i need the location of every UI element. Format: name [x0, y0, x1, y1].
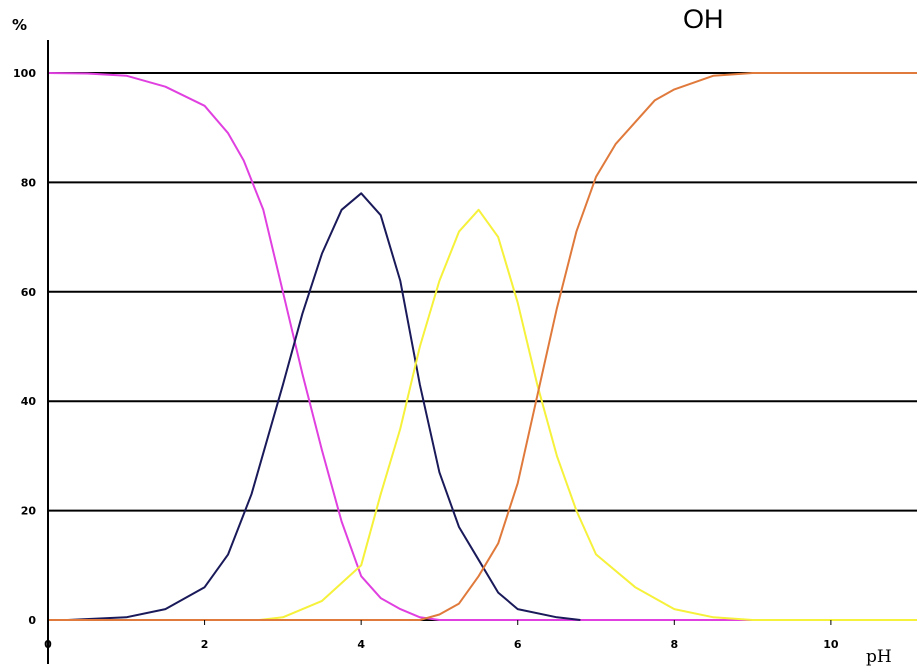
y-tick-label: 20: [21, 505, 37, 518]
y-tick-label: 0: [28, 614, 36, 627]
x-tick-label: 8: [670, 638, 678, 651]
x-axis-label: pH: [866, 647, 892, 667]
series-line-1: [47, 72, 777, 621]
y-axis-label: %: [12, 16, 27, 34]
series-line-4: [48, 72, 917, 621]
x-tick-label: 10: [823, 638, 839, 651]
series-line-2: [67, 192, 581, 621]
y-tick-label: 60: [21, 286, 37, 299]
series-lines: [47, 72, 917, 621]
x-tick-label: 6: [514, 638, 522, 651]
grid-lines: [48, 72, 917, 621]
annotation-label: OH: [683, 4, 724, 34]
y-tick-label: 40: [21, 395, 37, 408]
x-tick-label: 4: [357, 638, 365, 651]
series-line-3: [258, 208, 917, 621]
y-tick-label: 80: [21, 176, 37, 189]
y-tick-label: 100: [13, 67, 36, 80]
x-tick-label: 2: [201, 638, 209, 651]
x-tick-label: 0: [44, 638, 52, 651]
tick-labels: 0 20 40 60 80 100 0 2 4 6 8 10: [13, 67, 839, 651]
